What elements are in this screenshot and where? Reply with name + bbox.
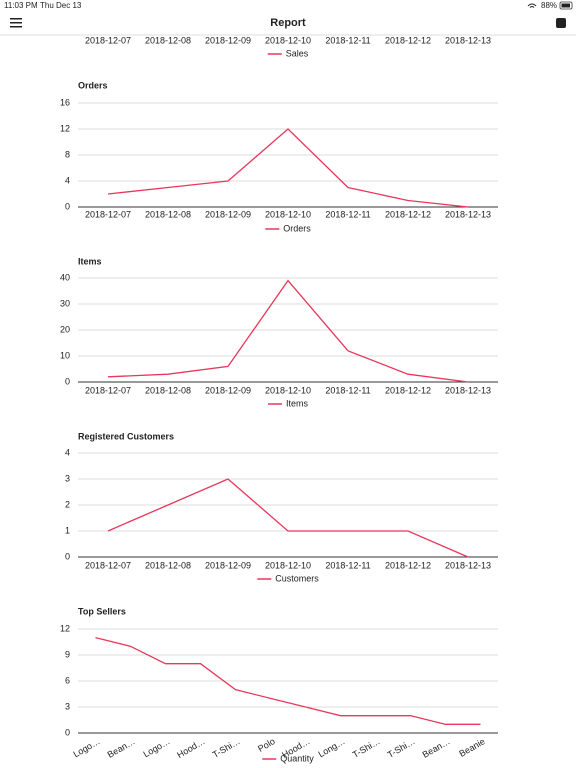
y-tick-label: 16 — [60, 97, 70, 107]
menu-button[interactable] — [10, 18, 22, 28]
legend-label: Customers — [275, 573, 319, 583]
y-tick-label: 2 — [65, 499, 70, 509]
data-line — [107, 478, 469, 558]
x-tick-label: 2018-12-11 — [325, 209, 370, 219]
y-tick-label: 8 — [65, 149, 70, 159]
y-tick-label: 3 — [65, 701, 70, 711]
status-date: Thu Dec 13 — [40, 1, 82, 10]
legend-label: Items — [286, 398, 309, 408]
y-tick-label: 4 — [65, 175, 70, 185]
y-tick-label: 0 — [65, 376, 70, 386]
chart-title: Top Sellers — [78, 606, 126, 616]
x-tick-label: 2018-12-10 — [265, 385, 311, 395]
status-time: 11:03 PM — [4, 1, 38, 10]
x-tick-label: 2018-12-08 — [145, 209, 191, 219]
x-tick-label: 2018-12-08 — [145, 560, 191, 570]
store-button[interactable] — [556, 18, 566, 28]
x-tick-label: Beanie — [457, 736, 486, 759]
data-line — [107, 279, 469, 383]
x-tick-label: 2018-12-09 — [205, 385, 251, 395]
x-tick-label: 2018-12-12 — [385, 209, 431, 219]
y-tick-label: 30 — [60, 298, 70, 308]
battery-icon — [559, 1, 573, 10]
y-tick-label: 1 — [65, 525, 70, 535]
y-tick-label: 0 — [65, 727, 70, 737]
y-tick-label: 20 — [60, 324, 70, 334]
x-tick-label: 2018-12-07 — [85, 35, 131, 45]
data-line — [107, 128, 469, 208]
x-tick-label: 2018-12-10 — [265, 35, 311, 45]
x-tick-label: T-Shi… — [211, 736, 242, 760]
y-tick-label: 40 — [60, 272, 70, 282]
x-tick-label: T-Shi… — [351, 736, 382, 760]
y-tick-label: 12 — [60, 123, 70, 133]
header-title: Report — [270, 17, 306, 29]
x-tick-label: Bean… — [106, 736, 137, 760]
x-tick-label: Polo — [256, 736, 277, 754]
x-tick-label: 2018-12-09 — [205, 560, 251, 570]
legend-label: Quantity — [280, 753, 314, 763]
x-tick-label: T-Shi… — [386, 736, 417, 760]
menu-bar — [10, 18, 22, 20]
x-tick-label: 2018-12-13 — [445, 560, 491, 570]
menu-bar — [10, 22, 22, 24]
x-tick-label: 2018-12-11 — [325, 560, 370, 570]
x-tick-label: 2018-12-13 — [445, 385, 491, 395]
y-tick-label: 6 — [65, 675, 70, 685]
status-battery: 88% — [541, 1, 557, 10]
x-tick-label: Logo… — [72, 736, 102, 759]
legend-label: Orders — [283, 223, 311, 233]
x-tick-label: 2018-12-07 — [85, 209, 131, 219]
x-tick-label: 2018-12-11 — [325, 385, 370, 395]
x-tick-label: 2018-12-07 — [85, 560, 131, 570]
x-tick-label: 2018-12-10 — [265, 209, 311, 219]
y-tick-label: 9 — [65, 649, 70, 659]
x-tick-label: 2018-12-12 — [385, 560, 431, 570]
x-tick-label: 2018-12-09 — [205, 209, 251, 219]
x-tick-label: 2018-12-12 — [385, 385, 431, 395]
y-tick-label: 4 — [65, 447, 70, 457]
battery-level — [561, 3, 570, 8]
y-tick-label: 10 — [60, 350, 70, 360]
x-tick-label: 2018-12-13 — [445, 35, 491, 45]
x-tick-label: 2018-12-12 — [385, 35, 431, 45]
y-tick-label: 0 — [65, 201, 70, 211]
x-tick-label: Hood… — [175, 736, 206, 760]
x-tick-label: 2018-12-10 — [265, 560, 311, 570]
chart-title: Orders — [78, 80, 108, 90]
store-icon — [556, 18, 566, 28]
wifi-icon — [527, 3, 537, 8]
x-tick-label: 2018-12-07 — [85, 385, 131, 395]
y-tick-label: 12 — [60, 623, 70, 633]
x-tick-label: 2018-12-08 — [145, 385, 191, 395]
x-tick-label: 2018-12-08 — [145, 35, 191, 45]
x-tick-label: 2018-12-11 — [325, 35, 370, 45]
x-tick-label: Bean… — [421, 736, 452, 760]
chart-title: Registered Customers — [78, 431, 174, 441]
data-line — [95, 637, 481, 725]
y-tick-label: 0 — [65, 551, 70, 561]
y-tick-label: 3 — [65, 473, 70, 483]
menu-bar — [10, 26, 22, 28]
x-tick-label: 2018-12-13 — [445, 209, 491, 219]
chart-title: Items — [78, 256, 102, 266]
x-tick-label: Logo… — [142, 736, 172, 759]
x-tick-label: Long… — [317, 736, 347, 759]
legend-label: Sales — [286, 48, 309, 58]
x-tick-label: 2018-12-09 — [205, 35, 251, 45]
